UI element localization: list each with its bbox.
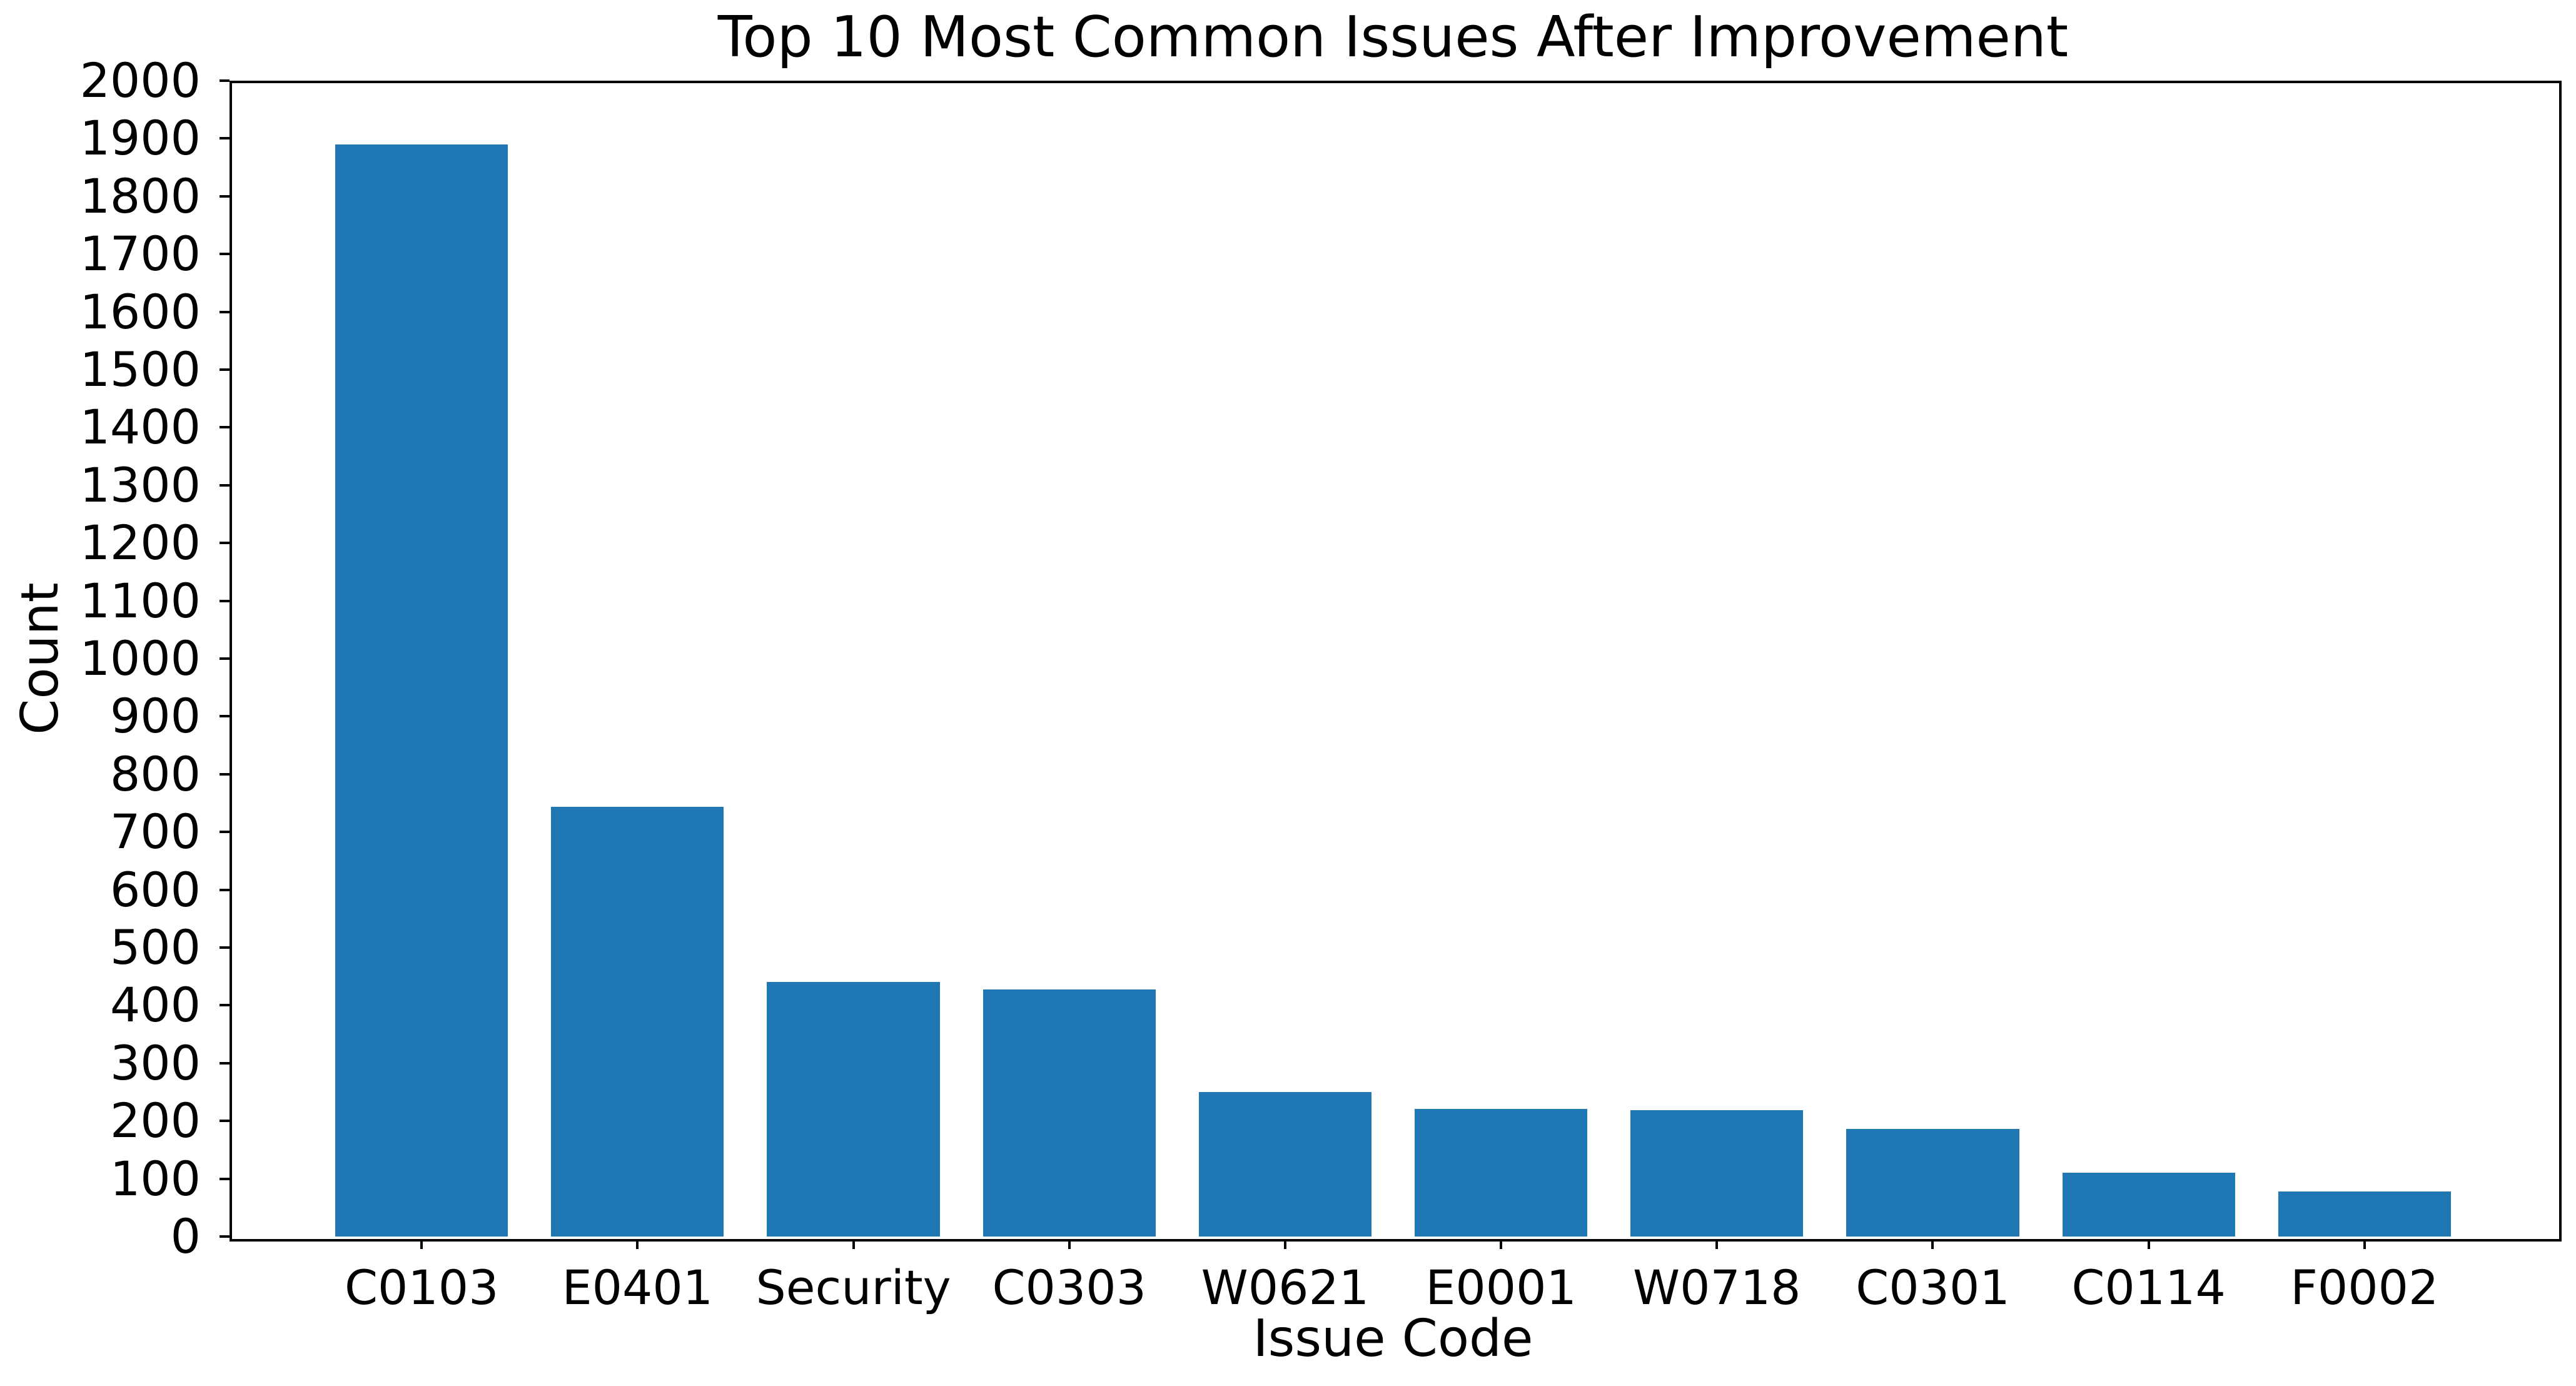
x-tick-mark [1931,1239,1934,1249]
y-tick-mark [220,1120,230,1123]
y-tick-mark [220,310,230,313]
y-tick-label: 1300 [79,457,201,513]
y-tick-label: 1700 [79,226,201,282]
x-tick-mark [636,1239,639,1249]
x-tick-label: F0002 [2290,1260,2439,1315]
x-tick-mark [2363,1239,2366,1249]
x-axis-label: Issue Code [1253,1309,1533,1368]
x-tick-mark [1715,1239,1719,1249]
y-tick-label: 1100 [79,572,201,629]
x-tick-label: C0301 [1856,1260,2010,1315]
y-tick-label: 800 [109,746,201,802]
x-tick-mark [1068,1239,1071,1249]
x-tick-mark [1283,1239,1286,1249]
y-tick-label: 700 [109,804,201,860]
y-tick-mark [220,195,230,198]
y-tick-mark [220,253,230,256]
y-tick-mark [220,946,230,949]
bar-C0303 [982,989,1156,1237]
y-tick-mark [220,831,230,834]
y-tick-label: 600 [109,861,201,918]
y-tick-mark [220,599,230,602]
x-tick-mark [1500,1239,1503,1249]
y-tick-label: 1600 [79,283,201,340]
y-tick-mark [220,1061,230,1065]
y-tick-label: 1500 [79,341,201,397]
bar-F0002 [2278,1191,2451,1237]
y-tick-mark [220,79,230,82]
y-tick-label: 200 [109,1093,201,1149]
y-tick-mark [220,1004,230,1007]
y-tick-label: 1900 [79,110,201,166]
y-tick-mark [220,483,230,487]
x-tick-label: W0718 [1632,1260,1801,1315]
x-tick-label: C0103 [344,1260,499,1315]
bar-Security [767,982,940,1237]
x-tick-label: C0303 [992,1260,1146,1315]
y-tick-mark [220,772,230,776]
bar-C0103 [335,144,508,1237]
y-tick-label: 1400 [79,399,201,455]
plot-area [230,81,2562,1242]
y-tick-mark [220,542,230,545]
bar-E0401 [551,806,724,1237]
x-tick-mark [2147,1239,2150,1249]
y-tick-label: 1800 [79,168,201,224]
y-tick-label: 1200 [79,515,201,571]
bar-C0114 [2062,1173,2235,1237]
y-tick-mark [220,715,230,718]
x-tick-label: E0401 [562,1260,714,1315]
y-tick-mark [220,368,230,371]
y-tick-mark [220,657,230,660]
x-tick-label: E0001 [1425,1260,1577,1315]
y-tick-mark [220,426,230,429]
y-tick-label: 900 [109,688,201,744]
bar-W0718 [1630,1110,1804,1237]
x-tick-label: C0114 [2071,1260,2226,1315]
bar-E0001 [1415,1108,1588,1237]
y-tick-mark [220,1177,230,1180]
x-tick-label: Security [755,1260,951,1315]
x-tick-mark [852,1239,855,1249]
chart-title: Top 10 Most Common Issues After Improvem… [717,4,2069,70]
y-tick-label: 0 [170,1208,201,1264]
y-tick-label: 100 [109,1150,201,1206]
y-tick-mark [220,137,230,140]
bar-C0301 [1846,1129,2019,1237]
y-tick-label: 400 [109,977,201,1033]
x-tick-label: W0621 [1201,1260,1370,1315]
x-tick-mark [420,1239,423,1249]
y-tick-label: 1000 [79,630,201,686]
y-tick-mark [220,1235,230,1238]
bar-W0621 [1198,1092,1371,1237]
y-tick-label: 300 [109,1034,201,1091]
y-tick-mark [220,888,230,891]
y-tick-label: 2000 [79,53,201,108]
y-tick-label: 500 [109,919,201,975]
